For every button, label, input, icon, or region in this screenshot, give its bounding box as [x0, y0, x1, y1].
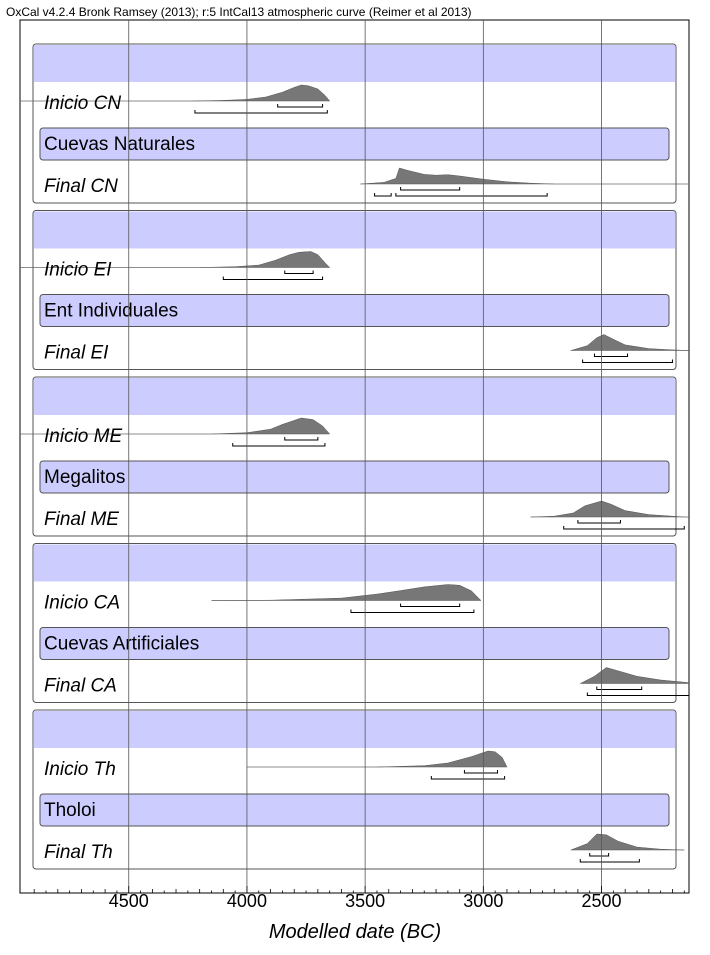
boundary-label: Inicio CA: [44, 593, 120, 614]
boundary-label: Final Th: [44, 842, 113, 863]
hpd-95-bracket: [350, 609, 475, 613]
hpd-68-bracket: [400, 603, 461, 607]
probability-distribution: [376, 750, 508, 768]
phase-header-band-tholoi: [34, 711, 675, 748]
hpd-95-bracket: [222, 276, 324, 280]
hpd-68-bracket: [593, 353, 629, 357]
phase-name: Cuevas Naturales: [44, 134, 195, 155]
probability-distribution: [211, 584, 482, 601]
phase-header-band-cuevas-artificiales: [34, 544, 675, 582]
probability-distribution: [360, 167, 555, 185]
probability-distribution: [199, 251, 331, 268]
boundary-label: Final EI: [44, 343, 109, 364]
x-tick-label: 2500: [582, 891, 622, 911]
probability-distribution: [570, 833, 685, 851]
phase-box-megalitos: [32, 376, 677, 537]
hpd-95-bracket: [430, 776, 506, 780]
phase-name-box-cuevas-naturales: [39, 127, 670, 161]
hpd-95-bracket: [194, 110, 328, 114]
hpd-68-bracket: [577, 520, 621, 524]
hpd-95-bracket: [582, 359, 673, 363]
phase-box-ent-individuales: [32, 210, 677, 370]
chart-header: OxCal v4.2.4 Bronk Ramsey (2013); r:5 In…: [6, 5, 472, 19]
phase-name: Cuevas Artificiales: [44, 634, 199, 655]
probability-distribution: [192, 84, 331, 102]
x-tick-label: 3000: [463, 891, 503, 911]
probability-distribution: [580, 667, 690, 684]
boundary-label: Inicio Th: [44, 759, 116, 780]
probability-distribution: [211, 417, 331, 435]
hpd-68-bracket: [589, 853, 610, 857]
phase-box-cuevas-naturales: [32, 43, 677, 204]
phase-name: Tholoi: [44, 800, 96, 821]
boundary-label: Inicio ME: [44, 426, 122, 447]
x-tick-label: 4000: [227, 891, 267, 911]
hpd-95-bracket: [232, 443, 326, 447]
phase-header-band-ent-individuales: [34, 211, 675, 249]
hpd-95-bracket: [579, 859, 640, 863]
boundary-label: Final CA: [44, 676, 117, 697]
phase-box-cuevas-artificiales: [32, 543, 677, 703]
x-axis-title: Modelled date (BC): [269, 921, 441, 943]
boundary-label: Final ME: [44, 509, 119, 530]
boundary-label: Inicio CN: [44, 93, 121, 114]
phase-name-box-ent-individuales: [39, 294, 670, 327]
hpd-68-bracket: [596, 686, 643, 690]
hpd-68-bracket: [463, 770, 499, 774]
phase-box-tholoi: [32, 709, 677, 870]
probability-distribution: [570, 334, 690, 351]
hpd-68-bracket: [277, 104, 324, 108]
hpd-95-bracket: [563, 526, 685, 530]
hpd-68-bracket: [284, 437, 319, 441]
hpd-95-bracket: [395, 193, 548, 197]
phase-name-box-megalitos: [39, 460, 670, 494]
hpd-68-bracket: [284, 270, 314, 274]
hpd-68-bracket: [400, 187, 461, 191]
phase-name-box-cuevas-artificiales: [39, 627, 670, 660]
phase-name-box-tholoi: [39, 793, 670, 827]
hpd-95-bracket: [374, 193, 392, 197]
x-tick-label: 4500: [109, 891, 149, 911]
phase-name: Ent Individuales: [44, 301, 178, 322]
phase-header-band-cuevas-naturales: [34, 45, 675, 82]
phase-name: Megalitos: [44, 467, 125, 488]
hpd-95-bracket: [586, 692, 690, 696]
boundary-label: Inicio EI: [44, 260, 112, 281]
x-tick-label: 3500: [345, 891, 385, 911]
boundary-label: Final CN: [44, 176, 118, 197]
probability-distribution: [530, 500, 685, 518]
phase-header-band-megalitos: [34, 378, 675, 415]
